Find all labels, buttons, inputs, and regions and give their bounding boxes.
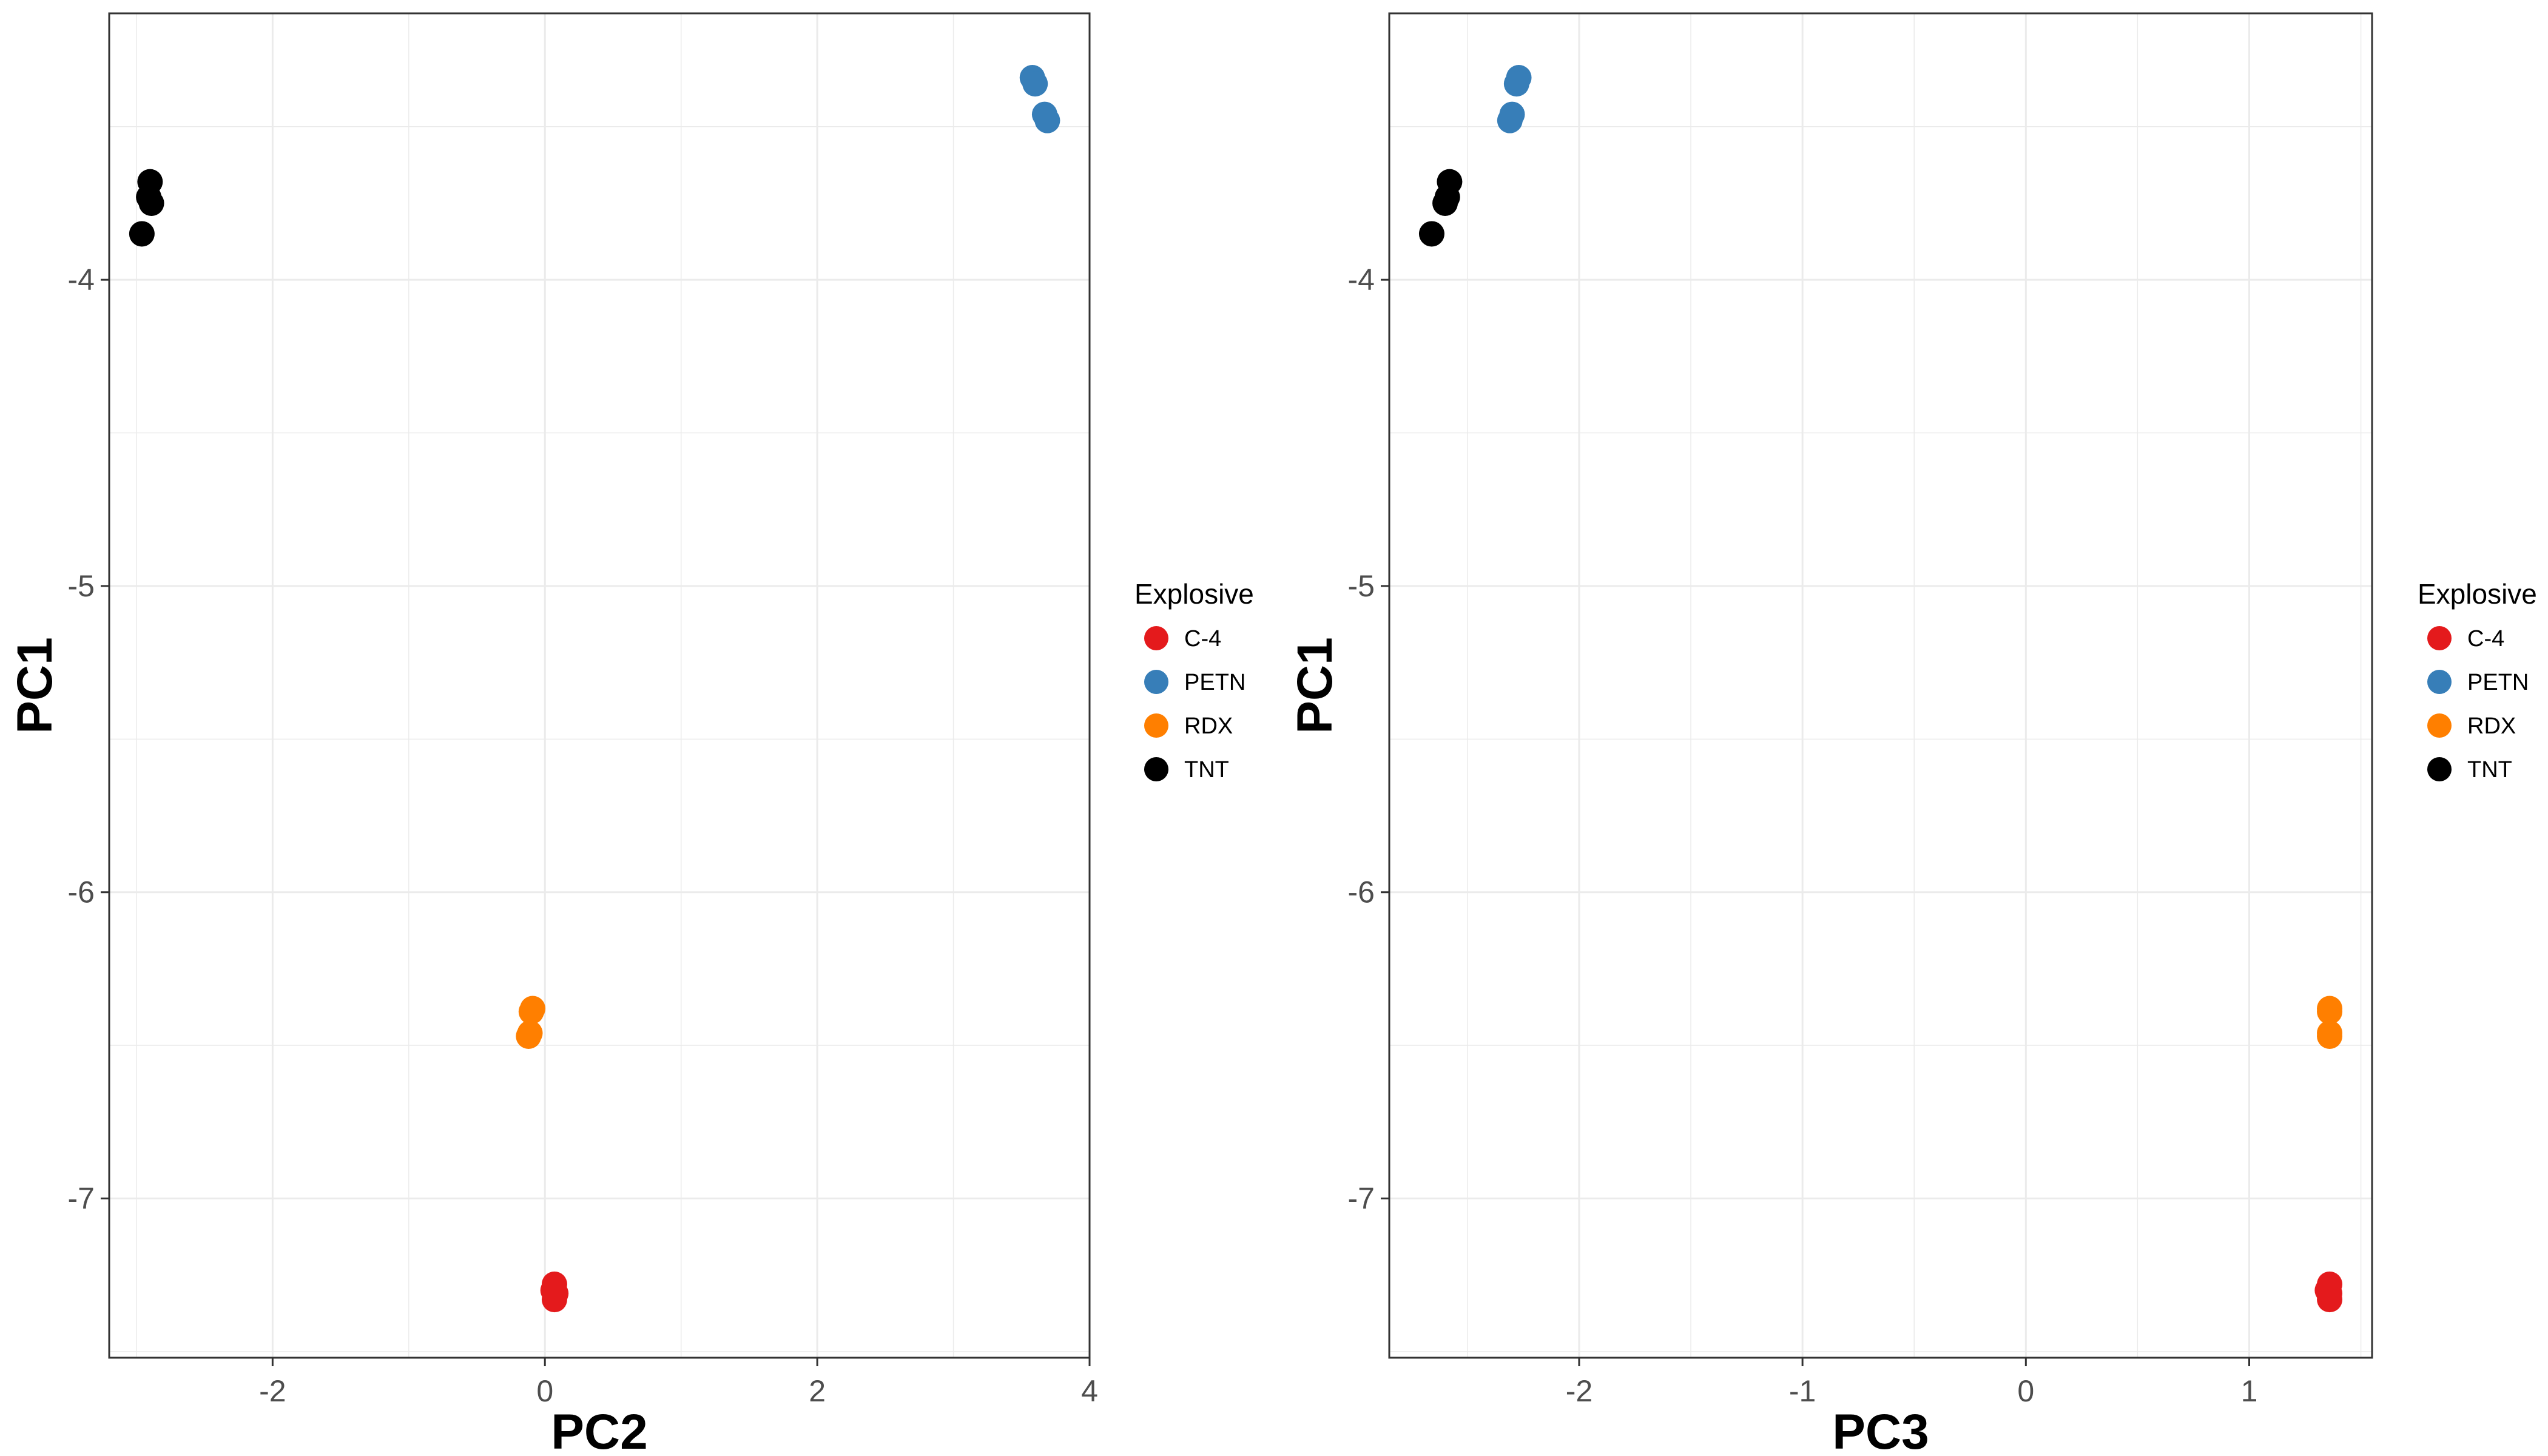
- x-tick-label: 2: [809, 1374, 826, 1408]
- data-point-tnt: [138, 190, 164, 216]
- legend-item-tnt: TNT: [1144, 757, 1229, 783]
- x-tick-label: -1: [1789, 1374, 1816, 1408]
- series-rdx: [2317, 996, 2343, 1049]
- plot-background: [109, 13, 1090, 1358]
- data-point-tnt: [129, 221, 155, 247]
- gridlines: [109, 13, 1090, 1358]
- series-tnt: [129, 169, 164, 247]
- x-tick-label: 4: [1081, 1374, 1098, 1408]
- chart-pc1-vs-pc2: -2 0 2 4 -4 -5 -6 -7 PC2 PC1 Explosive C-4 PETN RDX TN…: [7, 12, 1254, 1456]
- legend-key-c-4: [1144, 626, 1168, 650]
- legend-label: TNT: [1184, 757, 1229, 783]
- series-c-4: [540, 1271, 569, 1313]
- legend-label: C-4: [1184, 626, 1221, 652]
- data-point-petn: [1022, 71, 1048, 97]
- y-tick-label: -5: [68, 569, 95, 603]
- data-point-petn: [1034, 107, 1060, 133]
- data-point-c-4: [540, 1277, 566, 1303]
- y-tick-label: -6: [68, 875, 95, 909]
- series-tnt: [1418, 169, 1463, 247]
- data-point-rdx: [2317, 1023, 2343, 1049]
- data-point-rdx: [516, 1023, 542, 1049]
- x-tick-label: 1: [2241, 1374, 2258, 1408]
- data-point-tnt: [1432, 190, 1458, 216]
- series-petn: [1019, 65, 1060, 133]
- legend: Explosive C-4 PETN RDX TNT: [2418, 578, 2537, 783]
- plot-border: [108, 12, 1091, 1359]
- legend-key-rdx: [2427, 713, 2452, 738]
- y-axis-title: PC1: [1287, 637, 1343, 734]
- x-axis-title: PC2: [551, 1404, 648, 1456]
- plot-border: [1388, 12, 2373, 1359]
- legend-item-petn: PETN: [1144, 670, 1245, 695]
- y-tick-label: -4: [68, 263, 95, 297]
- data-point-petn: [1497, 107, 1523, 133]
- legend-item-tnt: TNT: [2427, 757, 2512, 783]
- legend-label: C-4: [2467, 626, 2504, 652]
- x-tick-label: 0: [536, 1374, 553, 1408]
- legend-item-c-4: C-4: [1144, 626, 1221, 652]
- legend-item-petn: PETN: [2427, 670, 2529, 695]
- y-tick-label: -7: [68, 1182, 95, 1216]
- legend-label: TNT: [2467, 757, 2512, 783]
- plot-background: [1389, 13, 2372, 1358]
- legend-key-c-4: [2427, 626, 2452, 650]
- legend-key-petn: [2427, 670, 2452, 694]
- x-tick-label: -2: [259, 1374, 286, 1408]
- gridlines: [1389, 13, 2372, 1358]
- series-petn: [1497, 65, 1532, 133]
- legend-title: Explosive: [2418, 578, 2537, 610]
- legend-key-tnt: [2427, 757, 2452, 781]
- data-point-petn: [1503, 71, 1529, 97]
- legend-key-petn: [1144, 670, 1168, 694]
- x-tick-label: 0: [2017, 1374, 2034, 1408]
- legend-label: PETN: [2467, 670, 2529, 695]
- legend: Explosive C-4 PETN RDX TNT: [1134, 578, 1254, 783]
- legend-item-c-4: C-4: [2427, 626, 2504, 652]
- y-tick-label: -5: [1348, 569, 1375, 603]
- legend-label: RDX: [1184, 713, 1233, 739]
- series-c-4: [2314, 1271, 2343, 1313]
- legend-item-rdx: RDX: [2427, 713, 2516, 739]
- x-tick-label: -2: [1566, 1374, 1592, 1408]
- legend-key-rdx: [1144, 713, 1168, 738]
- legend-label: PETN: [1184, 670, 1245, 695]
- legend-label: RDX: [2467, 713, 2516, 739]
- data-point-rdx: [518, 999, 544, 1025]
- data-point-tnt: [1418, 221, 1444, 247]
- data-point-c-4: [2314, 1277, 2341, 1303]
- y-tick-label: -6: [1348, 875, 1375, 909]
- chart-pc1-vs-pc3: -2 -1 0 1 -4 -5 -6 -7 PC3 PC1 Explosive C-4 PETN RDX T…: [1287, 12, 2537, 1456]
- legend-key-tnt: [1144, 757, 1168, 781]
- y-tick-label: -4: [1348, 263, 1375, 297]
- x-axis-title: PC3: [1832, 1404, 1929, 1456]
- series-rdx: [516, 996, 546, 1049]
- y-axis-title: PC1: [7, 637, 62, 734]
- legend-title: Explosive: [1134, 578, 1254, 610]
- y-tick-label: -7: [1348, 1182, 1375, 1216]
- legend-item-rdx: RDX: [1144, 713, 1233, 739]
- data-point-rdx: [2317, 999, 2343, 1025]
